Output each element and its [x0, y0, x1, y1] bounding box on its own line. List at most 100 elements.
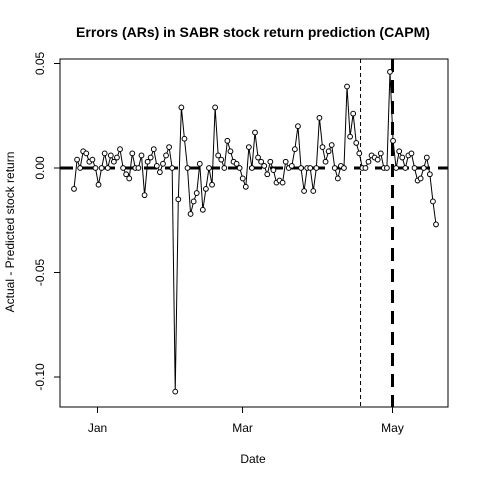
data-point	[288, 163, 295, 169]
plot-area	[60, 59, 448, 407]
data-point	[193, 190, 200, 196]
data-point	[252, 129, 258, 136]
data-point	[384, 165, 390, 171]
data-point	[390, 137, 396, 144]
data-point	[239, 175, 246, 182]
y-tick-label: 0.05	[33, 51, 47, 75]
data-point	[141, 192, 148, 199]
data-point	[153, 163, 160, 169]
chart-title: Errors (ARs) in SABR stock return predic…	[76, 24, 430, 40]
data-point	[233, 160, 240, 167]
data-point	[319, 144, 326, 151]
data-point	[74, 156, 80, 163]
data-point	[199, 206, 206, 213]
data-point	[110, 158, 117, 165]
data-point	[353, 140, 360, 146]
data-point	[163, 152, 169, 159]
data-point	[387, 68, 393, 75]
x-tick-label: Mar	[232, 421, 253, 435]
data-point	[347, 133, 354, 140]
data-point	[92, 165, 99, 171]
data-point	[203, 186, 209, 192]
data-point	[150, 146, 157, 153]
data-point	[301, 188, 307, 194]
data-point	[270, 167, 277, 173]
data-point	[120, 165, 126, 171]
data-point	[129, 150, 136, 157]
data-point	[420, 165, 427, 171]
data-point	[313, 165, 320, 171]
data-point	[258, 158, 265, 165]
data-point	[328, 142, 335, 148]
y-axis-label: Actual - Predicted stock return	[3, 152, 17, 313]
data-point	[89, 156, 96, 163]
data-point	[175, 196, 182, 203]
data-point	[423, 154, 430, 161]
data-point	[187, 211, 194, 217]
data-point	[138, 152, 145, 159]
data-point	[310, 188, 317, 194]
y-tick-label: -0.10	[33, 363, 47, 391]
data-point	[144, 158, 151, 165]
x-tick-label: May	[381, 421, 404, 435]
data-point	[396, 148, 403, 155]
data-point	[411, 165, 418, 171]
data-point	[71, 186, 77, 192]
data-point	[356, 150, 363, 157]
data-point	[362, 165, 369, 171]
data-point	[107, 152, 114, 159]
data-point	[224, 137, 231, 144]
y-tick-label: -0.05	[33, 259, 47, 287]
data-point	[374, 156, 381, 163]
data-point	[114, 154, 120, 161]
plot-frame	[59, 58, 449, 408]
data-point	[104, 165, 111, 171]
data-point	[135, 165, 142, 171]
data-point	[377, 150, 384, 157]
data-point	[117, 146, 123, 153]
data-point	[95, 181, 102, 188]
data-point	[160, 160, 166, 167]
data-point	[147, 154, 154, 161]
data-point	[426, 171, 433, 178]
data-point	[408, 150, 415, 157]
x-tick-label: Jan	[88, 421, 107, 435]
data-point	[227, 148, 234, 155]
data-point	[279, 179, 286, 186]
data-point	[264, 171, 271, 178]
data-point	[341, 165, 347, 171]
data-point	[184, 165, 191, 171]
data-point	[178, 104, 185, 111]
data-point	[212, 104, 219, 111]
data-point	[166, 144, 173, 151]
data-point	[98, 165, 105, 171]
data-point	[236, 165, 243, 171]
x-axis-label: Date	[240, 452, 266, 466]
data-point	[83, 150, 90, 157]
data-point	[282, 158, 289, 165]
data-point	[331, 165, 338, 171]
data-point	[218, 156, 225, 163]
data-point	[350, 110, 357, 117]
data-point	[123, 171, 130, 178]
data-point	[267, 158, 274, 165]
data-point	[249, 165, 255, 171]
data-point	[402, 165, 409, 171]
data-point	[433, 221, 439, 228]
data-point	[295, 123, 301, 130]
data-point	[344, 83, 350, 90]
data-point	[245, 144, 252, 151]
data-point	[399, 154, 406, 161]
data-point	[417, 175, 424, 182]
data-point	[316, 114, 323, 121]
data-point	[430, 198, 436, 205]
data-point	[334, 175, 341, 182]
data-point	[393, 165, 400, 171]
data-point	[190, 198, 197, 205]
data-point	[291, 146, 298, 153]
data-point	[101, 150, 108, 157]
data-point	[255, 154, 261, 161]
data-point	[77, 165, 84, 171]
